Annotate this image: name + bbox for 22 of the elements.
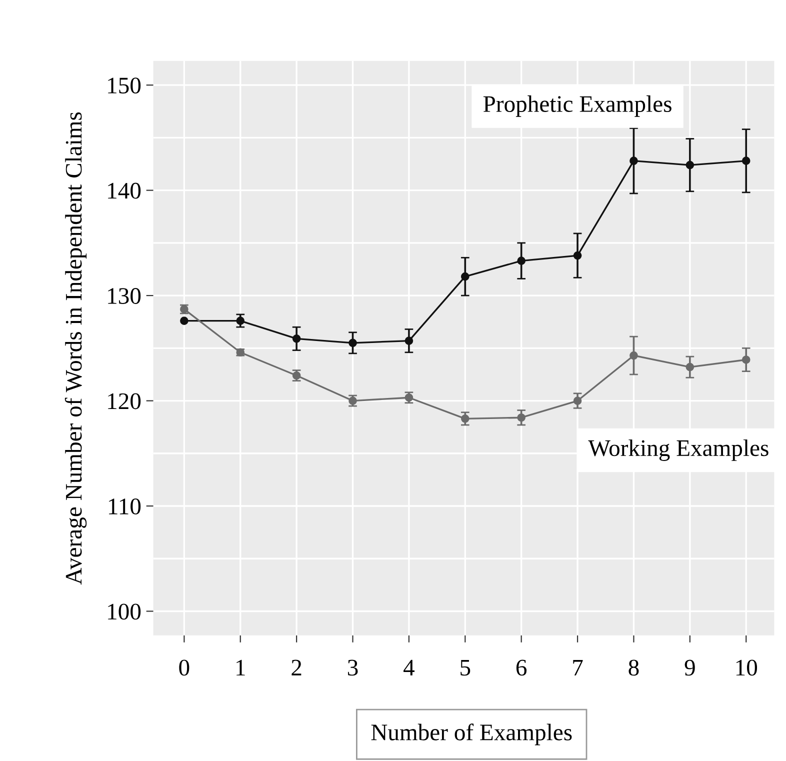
series-label: Working Examples — [588, 439, 768, 461]
x-tick-label: 10 — [736, 660, 758, 676]
y-tick-label: 130 — [108, 288, 141, 304]
y-axis-title: Average Number of Words in Independent Claims — [64, 112, 87, 585]
x-tick-label: 6 — [516, 660, 527, 676]
y-tick-label: 150 — [108, 78, 141, 94]
x-tick-label: 0 — [179, 660, 190, 676]
x-tick-label: 3 — [348, 660, 358, 676]
x-tick-label: 7 — [573, 660, 583, 676]
y-tick-label: 100 — [108, 604, 141, 620]
x-tick-label: 2 — [292, 660, 302, 676]
x-axis-title: Number of Examples — [371, 724, 572, 746]
series-label: Prophetic Examples — [483, 95, 672, 117]
y-tick-label: 120 — [108, 393, 141, 410]
x-tick-label: 8 — [628, 660, 639, 676]
y-tick-label: 110 — [109, 498, 141, 514]
x-tick-label: 9 — [684, 660, 695, 676]
x-tick-label: 5 — [460, 660, 470, 676]
x-tick-label: 4 — [404, 660, 414, 676]
x-tick-label: 1 — [236, 660, 245, 676]
y-tick-label: 140 — [108, 182, 141, 199]
point — [180, 316, 188, 325]
